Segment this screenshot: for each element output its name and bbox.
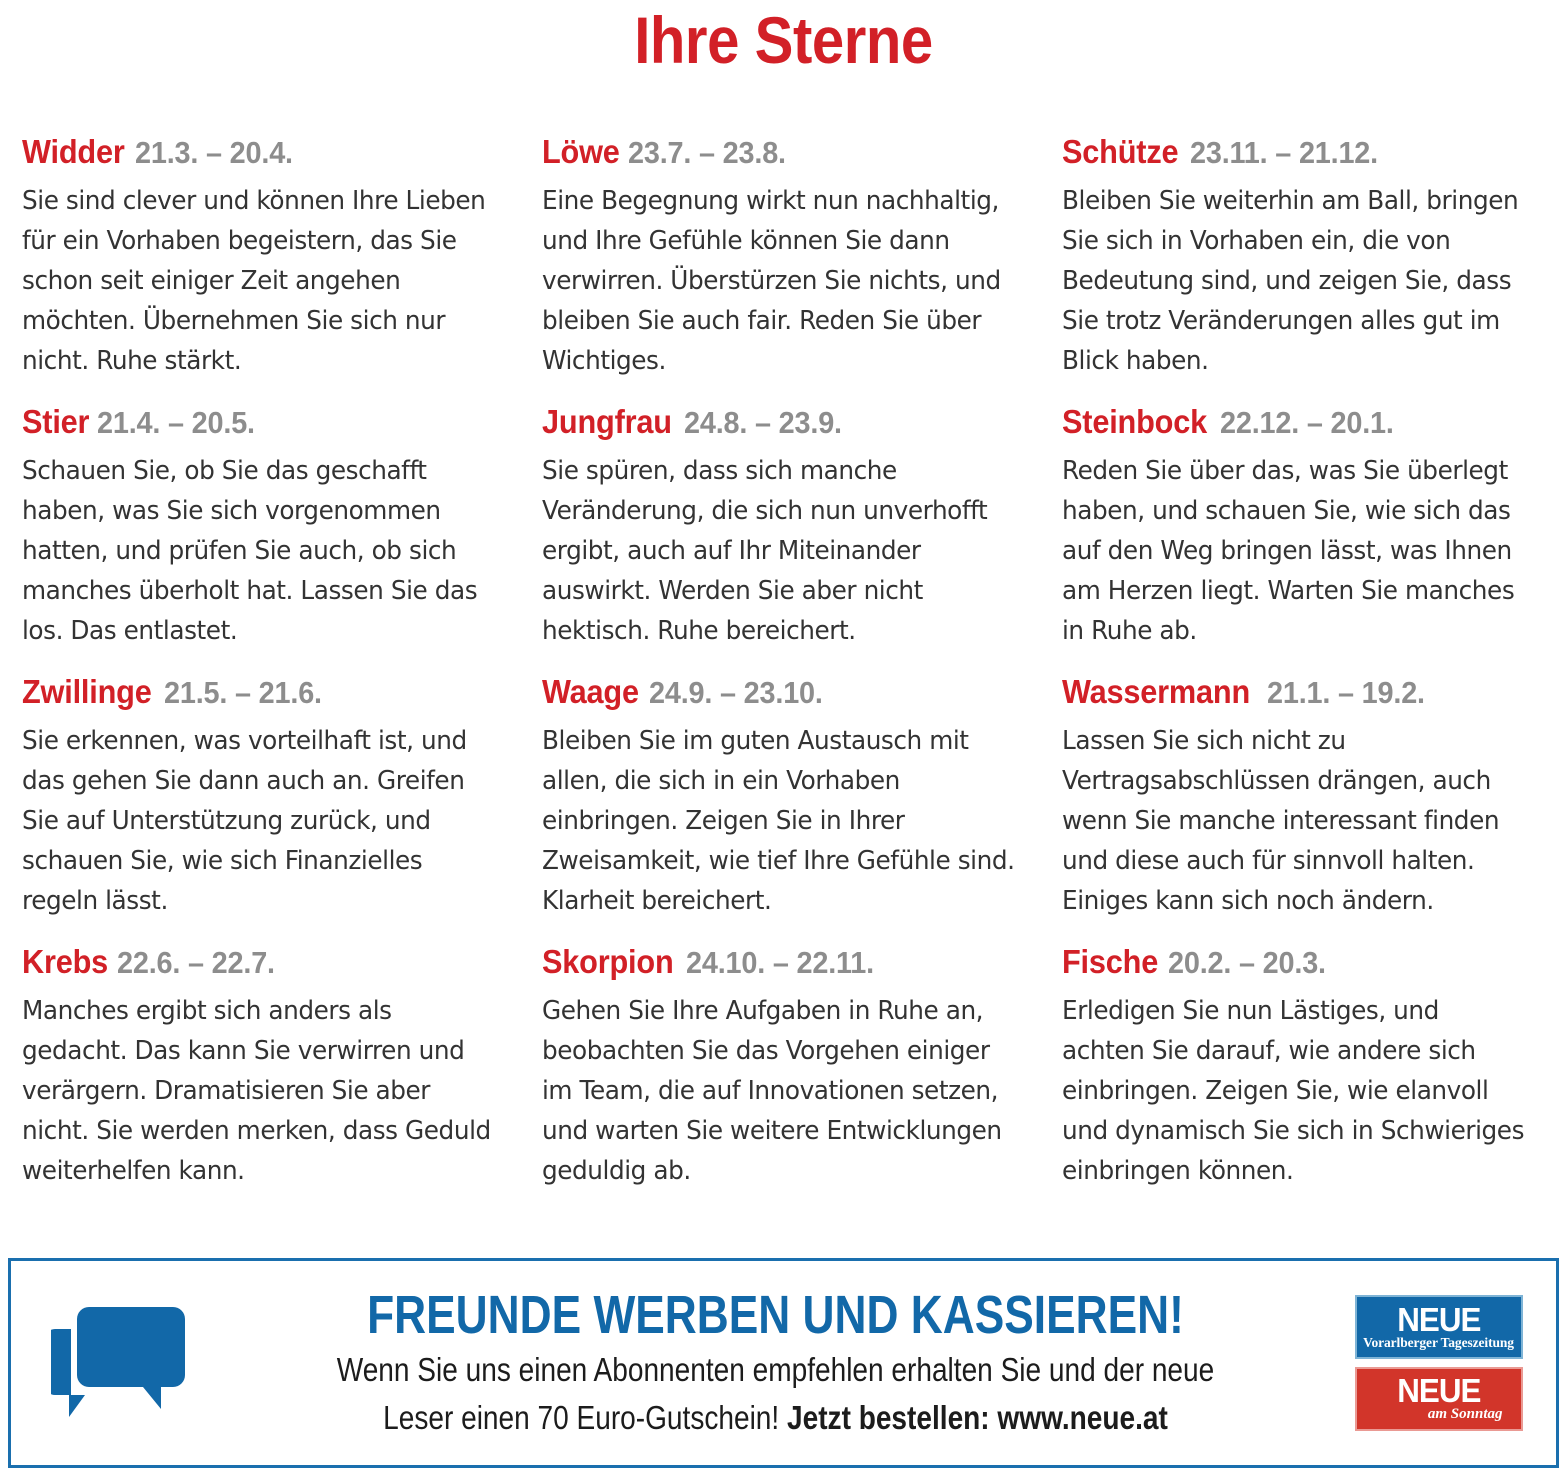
- logo-tagline: am Sonntag: [1427, 1406, 1503, 1422]
- zodiac-sign-name: Schütze: [1062, 133, 1179, 170]
- zodiac-heading: Jungfrau 24.8. – 23.9.: [542, 402, 1034, 449]
- zodiac-entry-stier: Stier 21.4. – 20.5. Schauen Sie, ob Sie …: [22, 402, 542, 672]
- ad-order-link[interactable]: Jetzt bestellen: www.neue.at: [787, 1399, 1168, 1436]
- zodiac-heading: Schütze 23.11. – 21.12.: [1062, 132, 1539, 179]
- zodiac-heading: Steinbock 22.12. – 20.1.: [1062, 402, 1539, 449]
- zodiac-forecast-text: Lassen Sie sich nicht zu Vertragsabschlü…: [1062, 726, 1500, 916]
- zodiac-forecast-text: Reden Sie über das, was Sie überlegt hab…: [1062, 456, 1515, 646]
- zodiac-grid: Widder 21.3. – 20.4. Sie sind clever und…: [0, 76, 1567, 1212]
- page-title: Ihre Sterne: [634, 3, 933, 77]
- zodiac-date-range: 20.2. – 20.3.: [1167, 945, 1326, 980]
- ad-subtext-line1: Wenn Sie uns einen Abonnenten empfehlen …: [336, 1351, 1215, 1388]
- zodiac-entry-steinbock: Steinbock 22.12. – 20.1. Reden Sie über …: [1062, 402, 1567, 672]
- ad-subtext-line2: Leser einen 70 Euro-Gutschein! Jetzt bes…: [308, 1396, 1242, 1440]
- zodiac-entry-krebs: Krebs 22.6. – 22.7. Manches ergibt sich …: [22, 942, 542, 1212]
- zodiac-sign-name: Widder: [22, 133, 125, 170]
- zodiac-date-range: 22.6. – 22.7.: [117, 945, 275, 980]
- zodiac-heading: Widder 21.3. – 20.4.: [22, 132, 514, 179]
- zodiac-date-range: 21.3. – 20.4.: [134, 135, 293, 170]
- zodiac-heading: Stier 21.4. – 20.5.: [22, 402, 514, 449]
- logo-neue-vorarlberger-tageszeitung: NEUE Vorarlberger Tageszeitung: [1354, 1295, 1523, 1359]
- zodiac-forecast-text: Sie erkennen, was vorteilhaft ist, und d…: [22, 726, 467, 916]
- zodiac-forecast-text: Sie spüren, dass sich manche Veränderung…: [542, 456, 988, 646]
- zodiac-date-range: 21.1. – 19.2.: [1266, 675, 1425, 710]
- zodiac-heading: Skorpion 24.10. – 22.11.: [542, 942, 1034, 989]
- zodiac-forecast-text: Erledigen Sie nun Lästiges, und achten S…: [1062, 996, 1525, 1186]
- zodiac-heading: Zwillinge 21.5. – 21.6.: [22, 672, 514, 719]
- zodiac-heading: Wassermann 21.1. – 19.2.: [1062, 672, 1539, 719]
- zodiac-date-range: 24.8. – 23.9.: [684, 405, 842, 440]
- logo-tagline: Vorarlberger Tageszeitung: [1363, 1334, 1514, 1350]
- zodiac-entry-zwillinge: Zwillinge 21.5. – 21.6. Sie erkennen, wa…: [22, 672, 542, 942]
- logo-wordmark: NEUE: [1396, 1372, 1481, 1409]
- zodiac-date-range: 21.5. – 21.6.: [163, 675, 322, 710]
- zodiac-forecast-text: Gehen Sie Ihre Aufgaben in Ruhe an, beob…: [542, 996, 1002, 1186]
- zodiac-sign-name: Skorpion: [542, 943, 674, 980]
- zodiac-sign-name: Krebs: [22, 943, 109, 980]
- ad-headline: FREUNDE WERBEN UND KASSIEREN!: [367, 1285, 1184, 1345]
- zodiac-entry-skorpion: Skorpion 24.10. – 22.11. Gehen Sie Ihre …: [542, 942, 1062, 1212]
- zodiac-sign-name: Wassermann: [1062, 673, 1251, 710]
- ad-subtext-plain: Leser einen 70 Euro-Gutschein!: [383, 1399, 788, 1436]
- zodiac-heading: Waage 24.9. – 23.10.: [542, 672, 1034, 719]
- zodiac-forecast-text: Eine Begegnung wirkt nun nachhaltig, und…: [542, 186, 1001, 376]
- zodiac-heading: Krebs 22.6. – 22.7.: [22, 942, 514, 989]
- zodiac-sign-name: Fische: [1062, 943, 1159, 980]
- zodiac-date-range: 23.7. – 23.8.: [628, 135, 786, 170]
- zodiac-sign-name: Stier: [22, 403, 90, 440]
- zodiac-entry-waage: Waage 24.9. – 23.10. Bleiben Sie im gute…: [542, 672, 1062, 942]
- zodiac-forecast-text: Bleiben Sie im guten Austausch mit allen…: [542, 726, 1015, 916]
- speech-bubbles-icon: [11, 1297, 226, 1429]
- zodiac-date-range: 22.12. – 20.1.: [1220, 405, 1395, 440]
- zodiac-sign-name: Steinbock: [1062, 403, 1207, 440]
- zodiac-entry-schuetze: Schütze 23.11. – 21.12. Bleiben Sie weit…: [1062, 132, 1567, 402]
- zodiac-entry-widder: Widder 21.3. – 20.4. Sie sind clever und…: [22, 132, 542, 402]
- zodiac-heading: Löwe 23.7. – 23.8.: [542, 132, 1034, 179]
- zodiac-entry-jungfrau: Jungfrau 24.8. – 23.9. Sie spüren, dass …: [542, 402, 1062, 672]
- zodiac-forecast-text: Schauen Sie, ob Sie das geschafft haben,…: [22, 456, 478, 646]
- logo-neue-am-sonntag: NEUE am Sonntag: [1354, 1367, 1523, 1431]
- zodiac-forecast-text: Manches ergibt sich anders als gedacht. …: [22, 996, 491, 1186]
- logo-wordmark: NEUE: [1396, 1300, 1481, 1338]
- zodiac-entry-loewe: Löwe 23.7. – 23.8. Eine Begegnung wirkt …: [542, 132, 1062, 402]
- zodiac-date-range: 24.10. – 22.11.: [685, 945, 874, 980]
- subscription-ad-banner[interactable]: FREUNDE WERBEN UND KASSIEREN! Wenn Sie u…: [8, 1258, 1559, 1468]
- zodiac-forecast-text: Sie sind clever und können Ihre Lieben f…: [22, 186, 486, 376]
- ad-text-block: FREUNDE WERBEN UND KASSIEREN! Wenn Sie u…: [226, 1286, 1331, 1440]
- zodiac-entry-wassermann: Wassermann 21.1. – 19.2. Lassen Sie sich…: [1062, 672, 1567, 942]
- zodiac-sign-name: Jungfrau: [542, 403, 672, 440]
- zodiac-sign-name: Waage: [542, 673, 639, 710]
- zodiac-entry-fische: Fische 20.2. – 20.3. Erledigen Sie nun L…: [1062, 942, 1567, 1212]
- zodiac-heading: Fische 20.2. – 20.3.: [1062, 942, 1539, 989]
- zodiac-date-range: 23.11. – 21.12.: [1189, 135, 1378, 170]
- zodiac-sign-name: Löwe: [542, 133, 620, 170]
- zodiac-sign-name: Zwillinge: [22, 673, 152, 710]
- publisher-logos: NEUE Vorarlberger Tageszeitung NEUE am S…: [1331, 1295, 1556, 1431]
- zodiac-date-range: 24.9. – 23.10.: [648, 675, 823, 710]
- zodiac-date-range: 21.4. – 20.5.: [96, 405, 255, 440]
- zodiac-forecast-text: Bleiben Sie weiterhin am Ball, bringen S…: [1062, 186, 1519, 376]
